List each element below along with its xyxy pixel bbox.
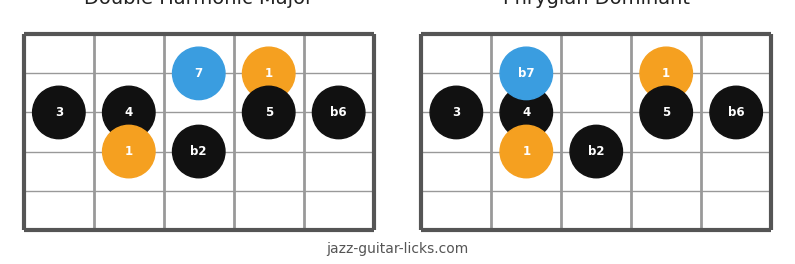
Ellipse shape: [640, 86, 692, 139]
Text: 4: 4: [125, 106, 133, 119]
Ellipse shape: [173, 125, 225, 178]
Text: b2: b2: [191, 145, 207, 158]
Ellipse shape: [710, 86, 762, 139]
Text: 1: 1: [265, 67, 273, 80]
Text: 5: 5: [662, 106, 670, 119]
Text: Phrygian Dominant: Phrygian Dominant: [502, 0, 690, 8]
Ellipse shape: [33, 86, 85, 139]
Ellipse shape: [430, 86, 483, 139]
Text: 7: 7: [195, 67, 203, 80]
Text: Double Harmonic Major: Double Harmonic Major: [84, 0, 313, 8]
Text: 1: 1: [125, 145, 133, 158]
Ellipse shape: [500, 125, 553, 178]
Text: 3: 3: [452, 106, 460, 119]
Ellipse shape: [242, 86, 295, 139]
Text: 4: 4: [522, 106, 530, 119]
Ellipse shape: [103, 86, 155, 139]
Ellipse shape: [242, 47, 295, 100]
Text: 3: 3: [55, 106, 63, 119]
Ellipse shape: [500, 47, 553, 100]
Text: jazz-guitar-licks.com: jazz-guitar-licks.com: [327, 242, 468, 256]
Text: b2: b2: [588, 145, 604, 158]
Text: b6: b6: [331, 106, 347, 119]
Ellipse shape: [312, 86, 365, 139]
Ellipse shape: [173, 47, 225, 100]
Ellipse shape: [500, 86, 553, 139]
Text: b7: b7: [518, 67, 534, 80]
Text: b6: b6: [728, 106, 744, 119]
Ellipse shape: [640, 47, 692, 100]
Text: 5: 5: [265, 106, 273, 119]
Text: 1: 1: [522, 145, 530, 158]
Text: 1: 1: [662, 67, 670, 80]
Ellipse shape: [103, 125, 155, 178]
Ellipse shape: [570, 125, 622, 178]
